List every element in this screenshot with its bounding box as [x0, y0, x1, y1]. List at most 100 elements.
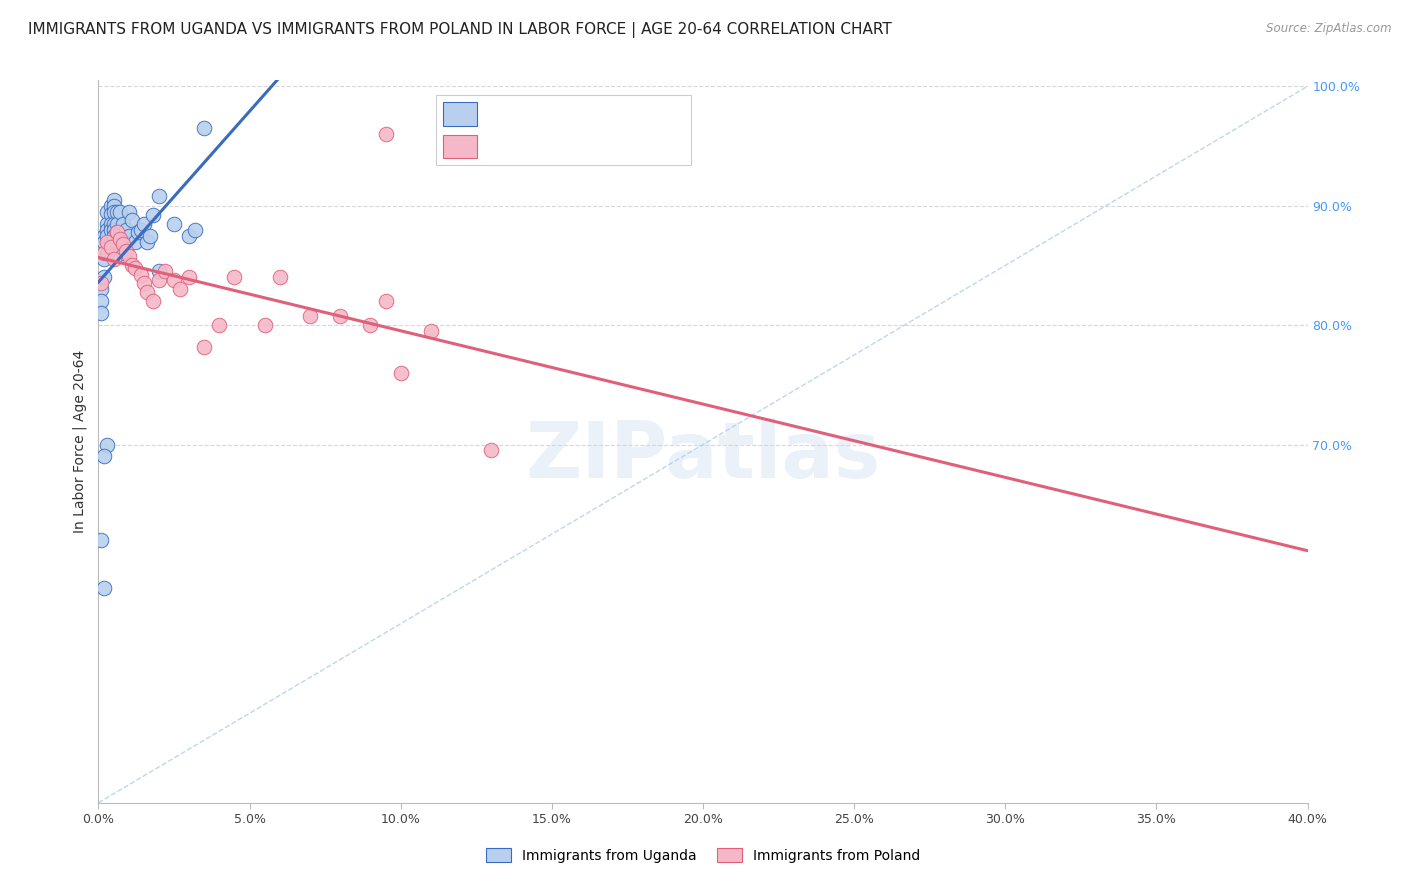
Point [148, 264, 170, 278]
Point [105, 225, 128, 239]
FancyBboxPatch shape [443, 135, 477, 158]
Point [111, 246, 134, 260]
Text: N =: N = [595, 139, 620, 153]
FancyBboxPatch shape [443, 103, 477, 126]
Point [90, 294, 112, 309]
Point [193, 340, 215, 354]
Point [100, 235, 122, 249]
Text: R =: R = [485, 139, 510, 153]
Point [96, 228, 118, 243]
Point [121, 213, 143, 227]
Point [96, 246, 118, 260]
Point [169, 282, 191, 296]
Point [163, 273, 186, 287]
Point [139, 228, 162, 243]
Text: IMMIGRANTS FROM UGANDA VS IMMIGRANTS FROM POLAND IN LABOR FORCE | AGE 20-64 CORR: IMMIGRANTS FROM UGANDA VS IMMIGRANTS FRO… [28, 22, 891, 38]
Text: 0.250: 0.250 [527, 106, 571, 120]
Point [184, 222, 207, 236]
Point [93, 252, 115, 267]
Point [96, 204, 118, 219]
Text: 33: 33 [633, 139, 652, 153]
Point [105, 204, 128, 219]
Point [118, 204, 141, 219]
Point [179, 228, 201, 243]
Point [253, 318, 276, 332]
Point [90, 277, 112, 291]
Point [129, 268, 152, 282]
Point [148, 189, 170, 203]
Text: R =: R = [485, 106, 510, 120]
Point [100, 222, 122, 236]
Point [118, 228, 141, 243]
Text: Source: ZipAtlas.com: Source: ZipAtlas.com [1267, 22, 1392, 36]
Point [103, 193, 125, 207]
Legend: Immigrants from Uganda, Immigrants from Poland: Immigrants from Uganda, Immigrants from … [479, 842, 927, 868]
Point [420, 324, 443, 338]
Point [108, 232, 131, 246]
Text: -0.264: -0.264 [527, 139, 576, 153]
Point [329, 309, 352, 323]
Point [93, 235, 115, 249]
Point [96, 437, 118, 451]
Point [224, 270, 246, 285]
Point [118, 249, 141, 263]
Text: N =: N = [595, 106, 620, 120]
Point [105, 217, 128, 231]
Point [93, 228, 115, 243]
Point [100, 199, 122, 213]
Point [135, 285, 157, 299]
Point [153, 264, 176, 278]
Point [481, 443, 503, 458]
Point [111, 217, 134, 231]
Point [193, 121, 215, 136]
Point [103, 217, 125, 231]
Text: 52: 52 [633, 106, 652, 120]
Point [374, 294, 396, 309]
Point [114, 222, 136, 236]
Point [93, 581, 115, 595]
Point [108, 225, 131, 239]
Point [96, 222, 118, 236]
Point [96, 235, 118, 249]
Text: ZIPatlas: ZIPatlas [526, 418, 880, 494]
Point [105, 235, 128, 249]
Point [111, 236, 134, 251]
Point [208, 318, 231, 332]
Point [163, 217, 186, 231]
Point [100, 240, 122, 254]
Point [135, 235, 157, 249]
Point [142, 208, 165, 222]
Point [124, 260, 146, 275]
Point [103, 204, 125, 219]
Point [103, 252, 125, 267]
Point [129, 222, 152, 236]
Point [100, 217, 122, 231]
Point [90, 306, 112, 320]
Point [100, 207, 122, 221]
Point [389, 366, 412, 380]
Y-axis label: In Labor Force | Age 20-64: In Labor Force | Age 20-64 [73, 350, 87, 533]
Point [179, 270, 201, 285]
FancyBboxPatch shape [436, 95, 690, 165]
Point [90, 533, 112, 547]
Point [142, 294, 165, 309]
Point [132, 217, 155, 231]
Point [103, 228, 125, 243]
Point [127, 225, 149, 239]
Point [93, 270, 115, 285]
Point [108, 204, 131, 219]
Point [93, 246, 115, 260]
Point [360, 318, 382, 332]
Point [124, 235, 146, 249]
Point [269, 270, 291, 285]
Point [103, 222, 125, 236]
Point [105, 225, 128, 239]
Point [103, 199, 125, 213]
Point [299, 309, 322, 323]
Point [374, 127, 396, 141]
Point [132, 277, 155, 291]
Point [90, 282, 112, 296]
Point [93, 450, 115, 464]
Point [148, 273, 170, 287]
Point [114, 244, 136, 258]
